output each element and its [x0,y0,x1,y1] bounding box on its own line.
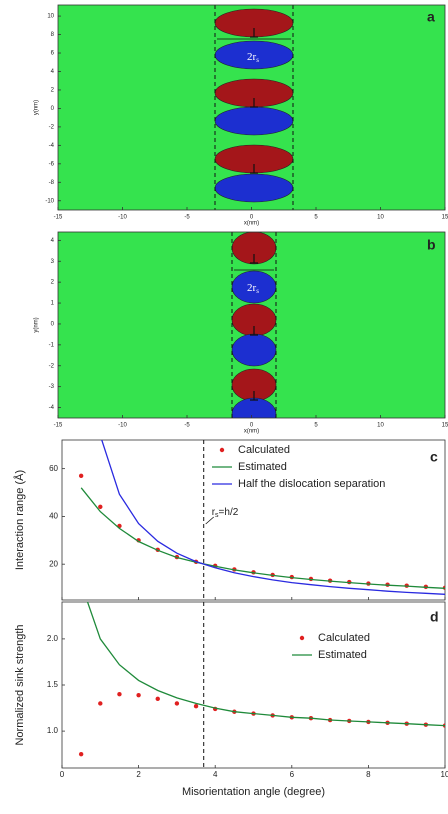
data-line [81,584,445,726]
y-tick-label: 8 [51,32,55,38]
data-line [100,436,445,595]
x-tick-label: 0 [60,770,65,779]
y-tick-label: 4 [51,69,55,75]
legend-label: Calculated [238,444,290,456]
x-tick-label: -10 [118,215,127,221]
x-tick-label: -5 [184,215,190,221]
data-line [81,488,445,589]
y-tick-label: 0 [51,106,55,112]
data-point [136,693,140,697]
data-point [194,704,198,708]
y-tick-label: 2 [51,88,55,94]
x-tick-label: 5 [314,215,318,221]
x-tick-label: 10 [441,770,448,779]
y-axis-label: Normalized sink strength [14,624,26,745]
legend-label: Estimated [238,461,287,473]
annotation-sub: s [256,287,259,295]
y-axis-label: y(nm) [34,100,40,115]
strain-lobe [232,398,276,430]
y-tick-label: 1 [51,301,55,307]
y-tick-label: 60 [49,464,58,473]
strain-lobe [232,334,276,366]
data-point [98,505,102,509]
x-axis-label: x(nm) [244,221,259,227]
y-tick-label: -4 [49,143,55,149]
y-tick-label: 10 [47,14,54,20]
x-tick-label: 15 [442,423,448,429]
y-tick-label: 4 [51,238,55,244]
panel-label: a [427,9,435,25]
figure: -15-10-50510151086420-2-4-6-8-10x(nm)y(n… [0,0,448,814]
y-tick-label: 0 [51,322,55,328]
plot-area [79,584,447,768]
y-tick-label: 40 [49,512,58,521]
x-tick-label: 10 [377,423,384,429]
x-tick-label: 15 [442,215,448,221]
legend-marker [300,636,304,640]
x-axis-label: x(nm) [244,429,259,435]
y-tick-label: -10 [45,198,54,204]
panel-label: d [430,609,439,625]
panel-label: c [430,449,438,465]
y-tick-label: -8 [49,180,55,186]
data-point [98,701,102,705]
x-tick-label: -15 [54,215,63,221]
x-tick-label: 5 [314,423,318,429]
y-tick-label: -2 [49,363,55,369]
y-axis-label: Interaction range (Å) [13,470,26,570]
x-tick-label: 10 [377,215,384,221]
annotation-sub: s [256,56,259,64]
x-tick-label: -15 [54,423,63,429]
x-tick-label: 2 [136,770,141,779]
y-tick-label: -4 [49,405,55,411]
x-axis-label: Misorientation angle (degree) [182,786,325,798]
y-tick-label: 1.5 [47,680,59,689]
annotation-tail: =h/2 [219,507,239,518]
y-tick-label: 2.0 [47,634,59,643]
y-tick-label: 6 [51,51,55,57]
legend-label: Calculated [318,632,370,644]
annotation-main: 2r [247,282,257,294]
y-tick-label: 1.0 [47,726,59,735]
data-point [175,701,179,705]
page: {"chart_data": [ {"type": "map", "panel_… [0,0,448,814]
y-tick-label: 20 [49,559,58,568]
annotation-arrow [206,517,214,524]
data-point [156,697,160,701]
y-tick-label: -6 [49,161,55,167]
legend-label: Half the dislocation separation [238,478,385,490]
strain-lobe [215,174,293,202]
annotation-main: 2r [247,51,257,63]
legend-marker [220,448,224,452]
plot-frame [62,602,445,768]
x-tick-label: -5 [184,423,190,429]
y-tick-label: 2 [51,280,55,286]
y-tick-label: -3 [49,384,55,390]
y-tick-label: 3 [51,259,55,265]
data-point [79,474,83,478]
x-tick-label: 4 [213,770,218,779]
x-tick-label: -10 [118,423,127,429]
data-point [79,752,83,756]
x-tick-label: 6 [290,770,295,779]
y-axis-label: y(nm) [34,317,40,332]
panel-label: b [427,237,436,253]
y-tick-label: -2 [49,124,55,130]
y-tick-label: -1 [49,342,55,348]
strain-lobe [215,107,293,135]
annotation: rs=h/2 [212,507,239,519]
data-point [117,692,121,696]
x-tick-label: 8 [366,770,371,779]
legend-label: Estimated [318,649,367,661]
